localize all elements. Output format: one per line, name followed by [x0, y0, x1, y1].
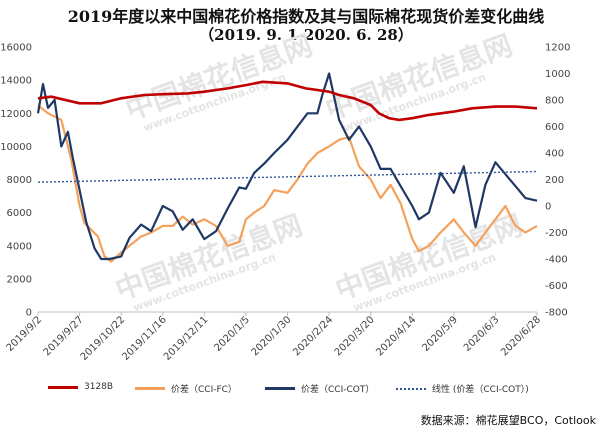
- y-right-tick-label: -200: [545, 228, 568, 239]
- legend-item-trend: 线性 (价差（CCI-COT）): [396, 382, 529, 395]
- chart-title: 2019年度以来中国棉花价格指数及其与国际棉花现货价差变化曲线: [67, 7, 545, 26]
- y-left-tick-label: 14000: [0, 76, 32, 87]
- legend-item-cci-fc: 价差（CCI-FC）: [135, 382, 237, 395]
- y-left-tick-label: 8000: [7, 175, 32, 186]
- watermark-text: 中国棉花信息网: [331, 209, 526, 307]
- x-tick-label: 2020/1/30: [250, 314, 294, 358]
- y-right-tick-label: 400: [545, 149, 564, 160]
- y-left-tick-label: 6000: [7, 208, 32, 219]
- x-tick-label: 2020/1/5: [212, 314, 252, 354]
- x-tick-label: 2020/2/24: [291, 314, 335, 358]
- y-right-tick-label: 800: [545, 96, 564, 107]
- legend-label-cci-fc: 价差（CCI-FC）: [171, 385, 237, 395]
- y-right-tick-label: -400: [545, 255, 568, 266]
- series-line-cci-cot: [36, 72, 538, 261]
- x-tick-label: 2020/3/20: [333, 314, 377, 358]
- x-tick-label: 2019/9/27: [42, 314, 86, 358]
- legend-swatch-trend: [396, 387, 426, 390]
- x-tick-label: 2020/6/3: [462, 314, 502, 354]
- data-source: 数据来源：棉花展望BCO，Cotlook: [420, 414, 596, 427]
- y-right-tick-label: 1200: [545, 43, 570, 54]
- legend-swatch-cci-fc: [135, 387, 165, 390]
- chart-legend: 3128B 价差（CCI-FC） 价差（CCI-COT） 线性 (价差（CCI-…: [0, 382, 612, 398]
- legend-label-trend: 线性 (价差（CCI-COT）): [432, 385, 529, 395]
- chart-subtitle: （2019. 9. 1-2020. 6. 28）: [199, 26, 413, 44]
- y-right-tick-label: 600: [545, 122, 564, 133]
- series-line-3128b: [37, 80, 538, 122]
- y-right-tick-label: 1000: [545, 69, 570, 80]
- x-tick-label: 2020/6/28: [499, 314, 543, 358]
- x-tick-label: 2020/4/14: [374, 314, 418, 358]
- y-right-tick-label: -800: [545, 308, 568, 319]
- y-left-tick-label: 0: [26, 308, 32, 319]
- watermark-text: 中国棉花信息网: [321, 29, 516, 127]
- y-left-tick-label: 16000: [0, 43, 32, 54]
- legend-label-cci-cot: 价差（CCI-COT）: [301, 385, 375, 395]
- legend-swatch-3128b: [48, 385, 78, 389]
- y-right-tick-label: -600: [545, 281, 568, 292]
- x-tick-label: 2020/5/9: [420, 314, 460, 354]
- y-left-tick-label: 2000: [7, 274, 32, 285]
- legend-item-cci-cot: 价差（CCI-COT）: [265, 382, 374, 395]
- x-tick-label: 2019/9/2: [5, 314, 45, 354]
- watermark-text: 中国棉花信息网: [111, 209, 306, 307]
- y-left-tick-label: 12000: [0, 109, 32, 120]
- y-left-tick-label: 10000: [0, 142, 32, 153]
- y-right-tick-label: 0: [545, 202, 551, 213]
- y-left-tick-label: 4000: [7, 241, 32, 252]
- series-line-trend: [37, 170, 538, 183]
- legend-swatch-cci-cot: [265, 387, 295, 390]
- legend-label-3128b: 3128B: [84, 382, 114, 392]
- watermark-text: 中国棉花信息网: [121, 29, 316, 127]
- y-right-tick-label: 200: [545, 175, 564, 186]
- legend-item-3128b: 3128B: [48, 382, 113, 392]
- x-tick-label: 2019/12/11: [162, 314, 211, 363]
- series-line-cci-fc: [37, 104, 538, 263]
